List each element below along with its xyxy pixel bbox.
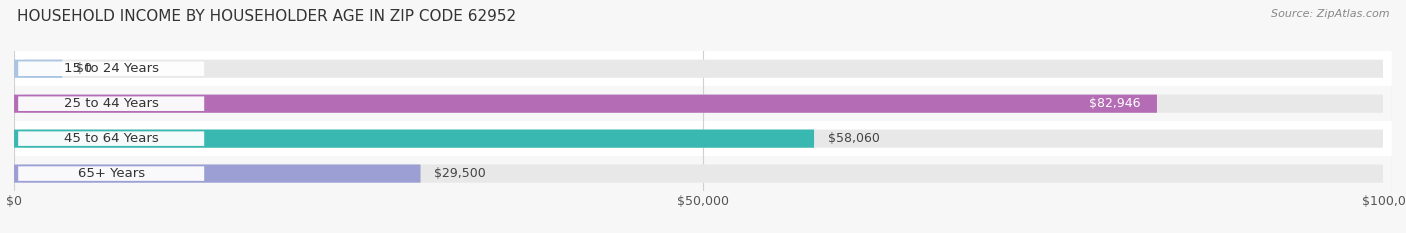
Text: 65+ Years: 65+ Years (77, 167, 145, 180)
Text: 15 to 24 Years: 15 to 24 Years (63, 62, 159, 75)
Bar (14, 51, 1392, 86)
FancyBboxPatch shape (14, 95, 1157, 113)
Text: $58,060: $58,060 (828, 132, 880, 145)
FancyBboxPatch shape (18, 131, 204, 146)
FancyBboxPatch shape (14, 60, 62, 78)
FancyBboxPatch shape (18, 166, 204, 181)
FancyBboxPatch shape (14, 130, 814, 148)
Text: $82,946: $82,946 (1088, 97, 1140, 110)
FancyBboxPatch shape (22, 164, 1384, 183)
Bar (14, 156, 1392, 191)
FancyBboxPatch shape (18, 62, 204, 76)
FancyBboxPatch shape (22, 60, 1384, 78)
Text: 25 to 44 Years: 25 to 44 Years (63, 97, 159, 110)
Bar (14, 86, 1392, 121)
FancyBboxPatch shape (22, 130, 1384, 148)
FancyBboxPatch shape (14, 164, 420, 183)
Text: HOUSEHOLD INCOME BY HOUSEHOLDER AGE IN ZIP CODE 62952: HOUSEHOLD INCOME BY HOUSEHOLDER AGE IN Z… (17, 9, 516, 24)
Bar (14, 121, 1392, 156)
Text: 45 to 64 Years: 45 to 64 Years (63, 132, 159, 145)
FancyBboxPatch shape (22, 95, 1384, 113)
FancyBboxPatch shape (18, 96, 204, 111)
Text: $29,500: $29,500 (434, 167, 486, 180)
Text: $0: $0 (76, 62, 91, 75)
Text: Source: ZipAtlas.com: Source: ZipAtlas.com (1271, 9, 1389, 19)
